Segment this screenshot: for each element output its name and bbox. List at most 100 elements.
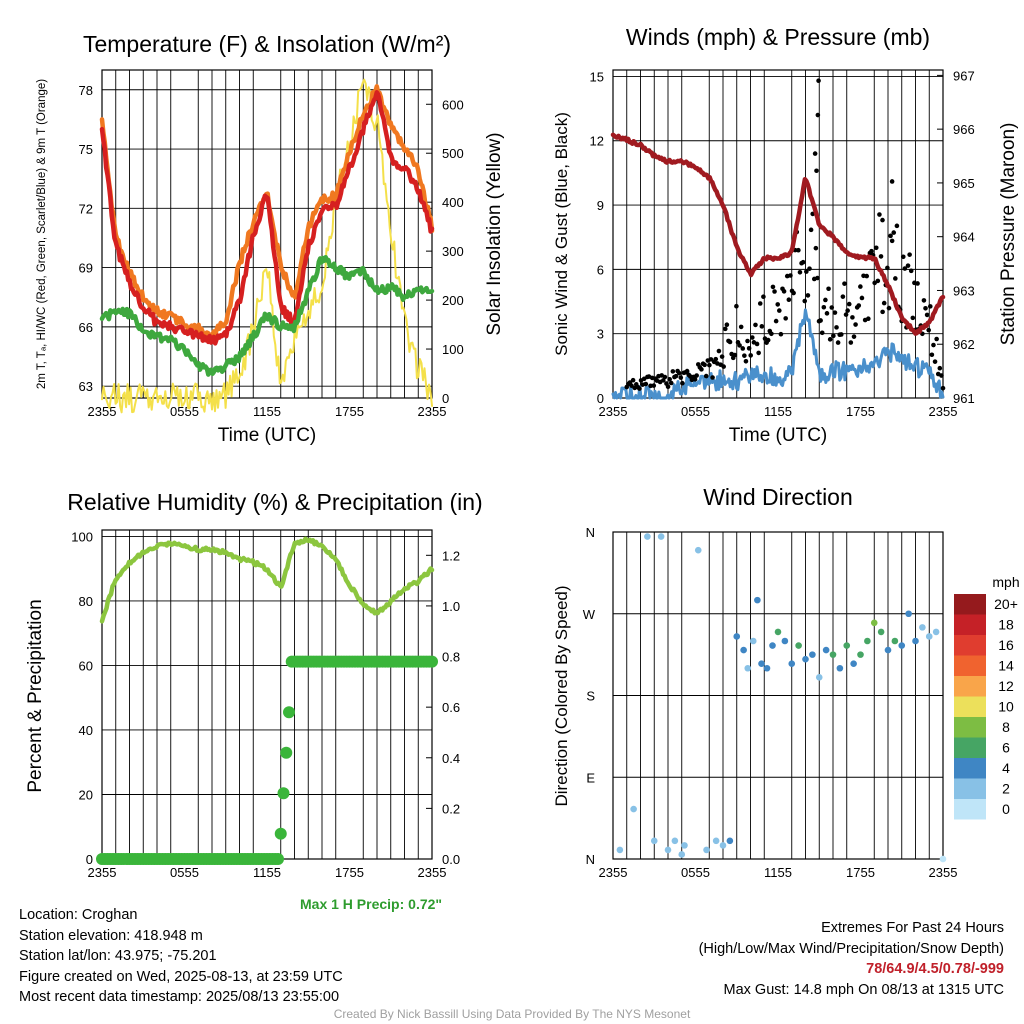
gust-point <box>859 295 865 301</box>
gust-point <box>842 281 847 286</box>
x-tick-label: 0555 <box>170 865 199 880</box>
precip-point <box>272 853 284 865</box>
gust-point <box>791 290 796 296</box>
gust-point <box>719 354 725 359</box>
precip-point <box>274 827 287 840</box>
y-tick-label: E <box>586 770 595 785</box>
chart-title: Wind Direction <box>703 484 853 510</box>
gust-point <box>727 339 733 345</box>
direction-point <box>763 664 771 672</box>
y-right-tick-label: 1.2 <box>442 548 460 563</box>
gust-point <box>724 322 730 328</box>
gust-point <box>721 364 726 369</box>
gust-point <box>740 346 746 351</box>
x-tick-label: 0555 <box>170 404 199 419</box>
gust-point <box>788 273 793 278</box>
gust-point <box>846 301 852 307</box>
gust-point <box>891 230 897 235</box>
gust-point <box>821 304 827 310</box>
gust-point <box>651 383 657 388</box>
y-axis-label-left: Sonic Wind & Gust (Blue, Black) <box>552 112 571 356</box>
direction-point <box>836 664 844 672</box>
gust-point <box>878 254 884 259</box>
gust-point <box>692 377 698 382</box>
gust-point <box>738 324 744 330</box>
gust-point <box>824 311 830 316</box>
humidity-line <box>99 536 435 624</box>
y-tick-label: 12 <box>590 134 604 149</box>
gust-point <box>702 362 707 368</box>
direction-point <box>884 646 892 654</box>
direction-point <box>843 642 851 649</box>
direction-point <box>681 842 688 849</box>
legend-swatch <box>954 696 986 717</box>
gust-point <box>743 358 749 364</box>
gust-point <box>858 284 863 289</box>
y-right-tick-label: 600 <box>442 97 464 112</box>
location-text: Location: Croghan <box>19 907 138 923</box>
gust-point <box>761 294 766 300</box>
direction-point <box>870 619 878 627</box>
y-tick-label: 63 <box>79 379 93 394</box>
gust-point <box>937 365 943 371</box>
x-tick-label: 1155 <box>253 404 281 419</box>
precip-points <box>96 655 438 865</box>
gust-point <box>707 362 712 368</box>
y-tick-label: 66 <box>79 320 93 335</box>
extremes-subtitle: (High/Low/Max Wind/Precipitation/Snow De… <box>698 940 1004 957</box>
gust-point <box>770 284 776 290</box>
gust-point <box>667 376 672 382</box>
y-right-tick-label: 100 <box>442 342 464 357</box>
direction-point <box>932 628 940 636</box>
gust-point <box>934 336 939 342</box>
gust-point <box>940 385 946 391</box>
gust-point <box>716 348 722 354</box>
gust-point <box>900 254 906 260</box>
legend-swatch <box>954 778 986 799</box>
legend-swatch <box>954 635 986 656</box>
legend-label: 18 <box>998 617 1014 633</box>
gust-point <box>851 334 857 339</box>
gust-point <box>786 297 792 303</box>
gust-point <box>678 375 684 380</box>
direction-point <box>864 637 871 645</box>
legend-swatch <box>954 614 986 635</box>
y-tick-label: N <box>586 525 595 540</box>
gust-point <box>804 269 809 274</box>
direction-point <box>733 633 741 640</box>
gust-point <box>880 217 885 223</box>
y-tick-label: W <box>583 607 596 622</box>
gust-point <box>815 275 820 281</box>
legend-label: 12 <box>998 678 1014 694</box>
gust-point <box>848 340 854 345</box>
gust-point <box>831 333 836 339</box>
gust-point <box>880 309 885 315</box>
gust-point <box>781 289 787 294</box>
y-right-tick-label: 400 <box>442 195 464 210</box>
gust-point <box>783 316 788 321</box>
panel-3 <box>101 529 433 860</box>
y-right-tick-label: 500 <box>442 146 464 161</box>
x-tick-label: 2355 <box>418 865 447 880</box>
direction-point <box>694 546 702 554</box>
x-tick-label: 0555 <box>681 865 710 880</box>
legend-label: 6 <box>1002 740 1010 756</box>
y-tick-label: N <box>586 852 595 867</box>
direction-point <box>925 633 933 640</box>
y-axis-label: Direction (Colored By Speed) <box>552 585 571 806</box>
gust-point <box>818 318 823 323</box>
y-right-tick-label: 963 <box>953 283 975 298</box>
gust-point <box>923 305 928 311</box>
legend-swatch <box>954 655 986 676</box>
y-right-tick-label: 962 <box>953 337 975 352</box>
series-line-1 <box>99 84 435 340</box>
legend-swatch <box>954 737 986 758</box>
y-right-tick-label: 0 <box>442 391 449 406</box>
x-tick-label: 2355 <box>418 404 447 419</box>
gust-point <box>668 380 674 386</box>
gust-point <box>845 308 850 313</box>
gust-point <box>800 259 806 265</box>
legend-swatch <box>954 717 986 738</box>
gust-point <box>777 308 782 313</box>
gust-point <box>814 168 819 174</box>
